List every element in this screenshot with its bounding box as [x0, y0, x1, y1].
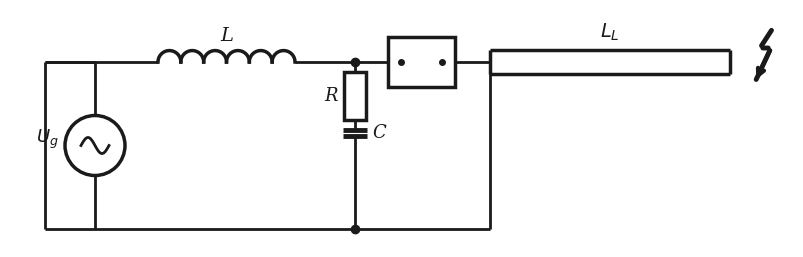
Text: C: C [372, 124, 385, 142]
Bar [388, 37, 454, 87]
Text: $L_L$: $L_L$ [599, 22, 619, 43]
Text: $U_g$: $U_g$ [36, 128, 59, 151]
Text: R: R [324, 87, 337, 105]
Text: L: L [220, 26, 233, 44]
Bar [344, 72, 365, 120]
